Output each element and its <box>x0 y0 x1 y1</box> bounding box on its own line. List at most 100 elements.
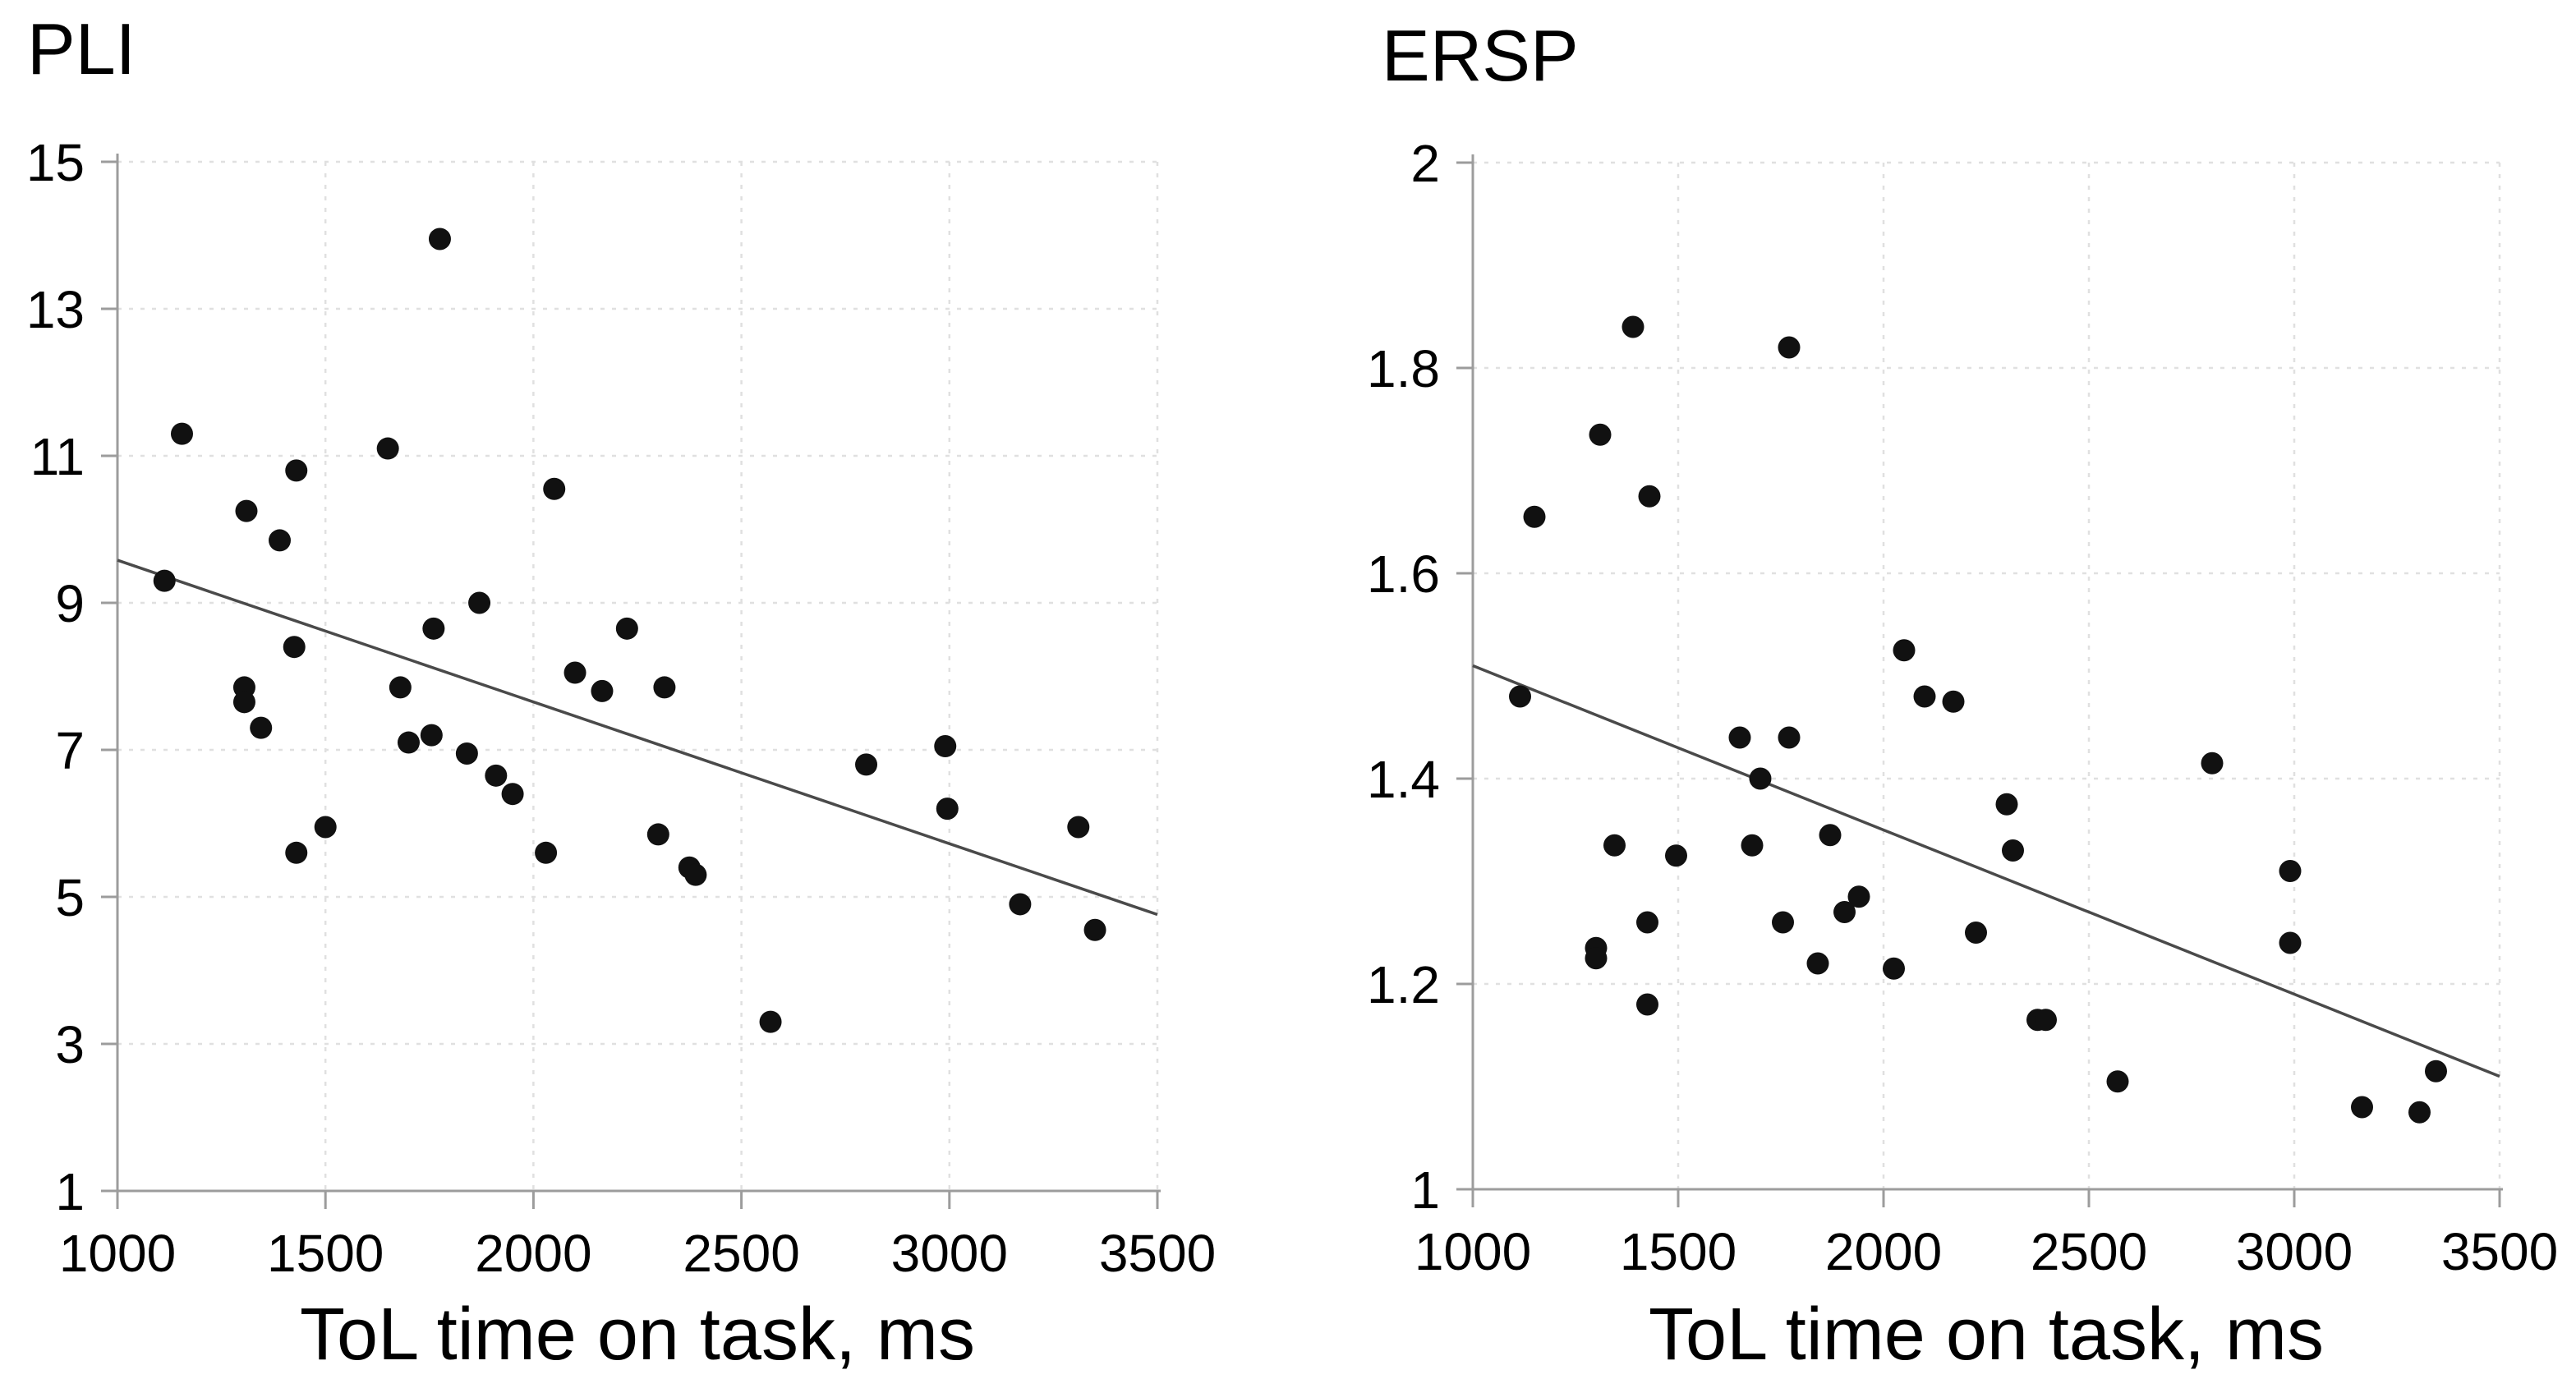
scatter-point <box>2408 1101 2431 1124</box>
scatter-point <box>1847 885 1870 908</box>
scatter-point <box>2279 860 2302 882</box>
scatter-point <box>468 591 491 614</box>
ersp-x-axis-title: ToL time on task, ms <box>1649 1294 2324 1376</box>
scatter-point <box>422 617 445 640</box>
scatter-point <box>1083 918 1106 941</box>
scatter-point <box>934 735 957 758</box>
scatter-point <box>1833 901 1856 923</box>
y-tick-label: 2 <box>1410 134 1440 193</box>
scatter-point <box>2201 752 2224 775</box>
scatter-point <box>1636 993 1658 1016</box>
scatter-point <box>1741 834 1764 857</box>
y-tick-label: 1.8 <box>1367 339 1440 398</box>
y-tick-label: 15 <box>26 133 85 192</box>
scatter-point <box>1009 893 1032 916</box>
scatter-point <box>397 731 420 754</box>
scatter-point <box>1622 315 1644 338</box>
scatter-point <box>314 816 337 839</box>
scatter-point <box>170 422 193 445</box>
x-tick-label: 2500 <box>683 1224 799 1283</box>
scatter-point <box>2106 1070 2129 1093</box>
scatter-point <box>1772 911 1794 934</box>
scatter-point <box>485 764 508 787</box>
scatter-point <box>428 228 451 251</box>
x-tick-label: 2000 <box>1825 1222 1942 1281</box>
scatter-point <box>1749 767 1772 790</box>
scatter-point <box>1523 505 1546 528</box>
scatter-point <box>283 636 306 659</box>
y-tick-label: 5 <box>55 868 85 927</box>
scatter-point <box>615 617 638 640</box>
scatter-point <box>1636 911 1658 934</box>
scatter-point <box>2002 839 2024 862</box>
scatter-point <box>646 823 669 846</box>
scatter-point <box>285 459 308 482</box>
scatter-point <box>543 477 566 500</box>
scatter-point <box>455 742 478 765</box>
scatter-point <box>564 661 586 684</box>
scatter-point <box>684 863 707 886</box>
scatter-point <box>936 798 959 821</box>
x-tick-label: 1000 <box>59 1224 176 1283</box>
scatter-point <box>2279 931 2302 954</box>
scatter-point <box>1509 685 1531 708</box>
y-tick-label: 13 <box>26 280 85 339</box>
scatter-point <box>855 753 878 776</box>
y-tick-label: 11 <box>30 427 85 486</box>
scatter-point <box>1778 726 1801 749</box>
y-tick-label: 7 <box>55 721 85 780</box>
pli-x-axis-title: ToL time on task, ms <box>300 1294 975 1376</box>
scatter-point <box>1806 952 1829 975</box>
scatter-point <box>389 676 412 699</box>
scatter-point <box>232 691 255 714</box>
scatter-point <box>376 437 399 460</box>
y-tick-label: 1.2 <box>1367 955 1440 1014</box>
scatter-point <box>1067 816 1090 839</box>
x-tick-label: 2500 <box>2031 1222 2147 1281</box>
scatter-point <box>1638 485 1661 508</box>
scatter-point <box>1883 957 1905 980</box>
x-tick-label: 3000 <box>2236 1222 2353 1281</box>
x-tick-label: 3500 <box>2441 1222 2558 1281</box>
x-tick-label: 1500 <box>267 1224 384 1283</box>
scatter-point <box>1995 793 2018 816</box>
y-tick-label: 1 <box>1410 1161 1440 1220</box>
trend-line <box>117 558 1158 917</box>
y-tick-label: 1.6 <box>1367 545 1440 604</box>
scatter-point <box>1728 726 1751 749</box>
scatter-point <box>1965 922 1987 944</box>
x-tick-label: 3000 <box>891 1224 1008 1283</box>
x-tick-label: 2000 <box>475 1224 591 1283</box>
scatter-point <box>1665 844 1687 867</box>
scatter-point <box>2351 1096 2373 1119</box>
scatter-point <box>653 676 676 699</box>
y-tick-label: 3 <box>55 1015 85 1074</box>
scatter-point <box>1589 423 1612 446</box>
y-tick-label: 1 <box>55 1162 85 1221</box>
scatter-point <box>1893 639 1916 662</box>
pli-chart-title: PLI <box>27 8 136 90</box>
scatter-point <box>759 1010 782 1033</box>
scatter-point <box>1603 834 1626 857</box>
scatter-point <box>501 783 524 806</box>
trend-line <box>1472 664 2500 1078</box>
scatter-point <box>2035 1009 2057 1032</box>
scatter-point <box>1819 824 1842 847</box>
scatter-point <box>1778 336 1801 359</box>
ersp-chart-title: ERSP <box>1382 15 1579 96</box>
scatter-point <box>153 569 176 592</box>
scatter-point <box>420 724 443 747</box>
y-tick-label: 9 <box>55 574 85 633</box>
scatter-point <box>235 499 258 522</box>
scatter-point <box>285 841 308 864</box>
scatter-point <box>1585 947 1608 970</box>
scatter-point <box>1942 690 1965 713</box>
x-tick-label: 1000 <box>1414 1222 1531 1281</box>
x-tick-label: 1500 <box>1620 1222 1736 1281</box>
scatter-point <box>250 716 273 739</box>
